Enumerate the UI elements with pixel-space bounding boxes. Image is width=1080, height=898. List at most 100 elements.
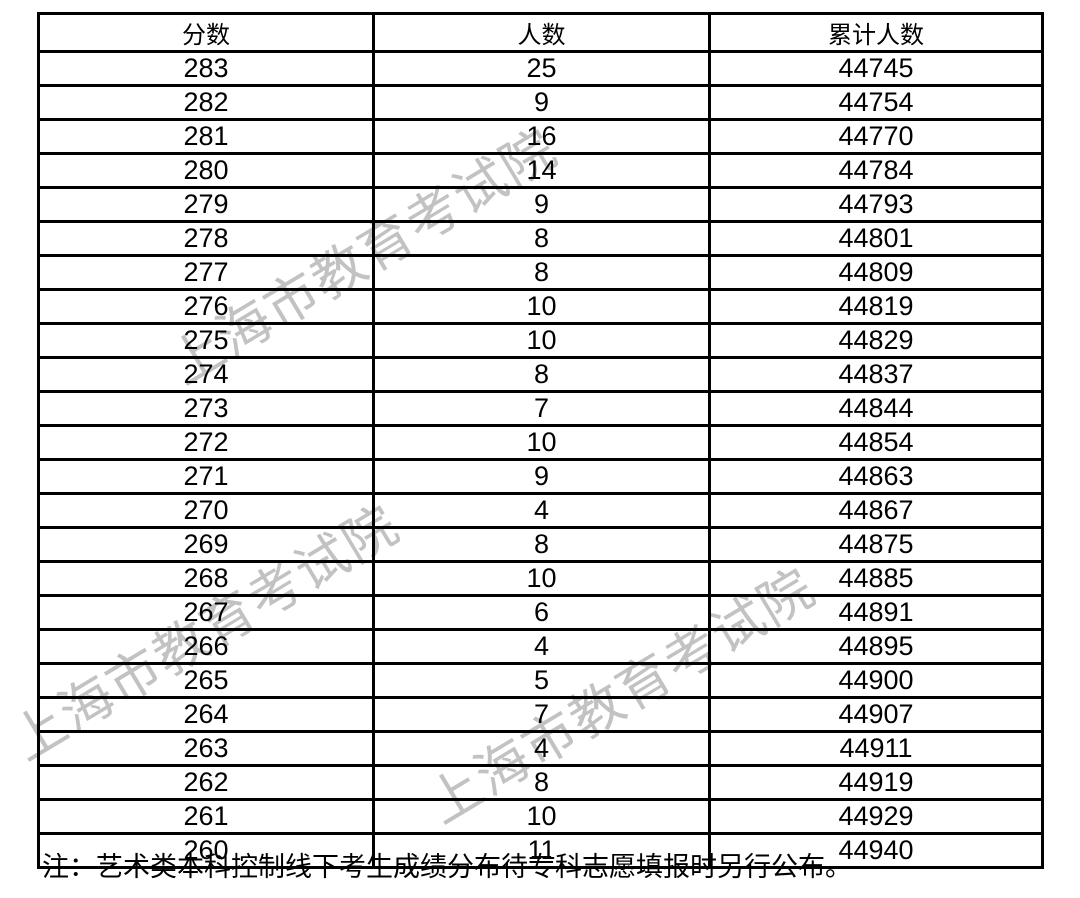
table-cell: 25 <box>372 50 711 87</box>
table-cell: 44819 <box>708 288 1044 325</box>
table-row: 272 10 44854 <box>37 424 1044 461</box>
table-cell: 8 <box>372 764 711 801</box>
table-cell: 44809 <box>708 254 1044 291</box>
table-row: 279 9 44793 <box>37 186 1044 223</box>
table-cell: 4 <box>372 628 711 665</box>
table-cell: 262 <box>37 764 375 801</box>
table-cell: 7 <box>372 390 711 427</box>
table-row: 278 8 44801 <box>37 220 1044 257</box>
table-cell: 272 <box>37 424 375 461</box>
table-cell: 44844 <box>708 390 1044 427</box>
table-cell: 44784 <box>708 152 1044 189</box>
header-score: 分数 <box>37 12 375 53</box>
header-count: 人数 <box>372 12 711 53</box>
table-cell: 266 <box>37 628 375 665</box>
table-cell: 44900 <box>708 662 1044 699</box>
table-row: 268 10 44885 <box>37 560 1044 597</box>
table-cell: 281 <box>37 118 375 155</box>
table-row: 273 7 44844 <box>37 390 1044 427</box>
table-cell: 11 <box>372 832 711 869</box>
table-row: 263 4 44911 <box>37 730 1044 767</box>
table-cell: 273 <box>37 390 375 427</box>
table-cell: 261 <box>37 798 375 835</box>
table-cell: 280 <box>37 152 375 189</box>
table-row: 266 4 44895 <box>37 628 1044 665</box>
table-cell: 44907 <box>708 696 1044 733</box>
table-row: 275 10 44829 <box>37 322 1044 359</box>
table-cell: 270 <box>37 492 375 529</box>
table-cell: 44867 <box>708 492 1044 529</box>
table-cell: 10 <box>372 288 711 325</box>
table-row: 270 4 44867 <box>37 492 1044 529</box>
table-cell: 44863 <box>708 458 1044 495</box>
table-cell: 275 <box>37 322 375 359</box>
table-cell: 283 <box>37 50 375 87</box>
header-row: 分数 人数 累计人数 <box>37 12 1044 53</box>
table-cell: 44895 <box>708 628 1044 665</box>
table-cell: 268 <box>37 560 375 597</box>
table-cell: 260 <box>37 832 375 869</box>
table-cell: 8 <box>372 356 711 393</box>
footnote: 注：艺术类本科控制线下考生成绩分布待专科志愿填报时另行公布。 <box>42 852 852 882</box>
table-cell: 9 <box>372 84 711 121</box>
table-cell: 265 <box>37 662 375 699</box>
table-cell: 282 <box>37 84 375 121</box>
table-cell: 44793 <box>708 186 1044 223</box>
table-row: 280 14 44784 <box>37 152 1044 189</box>
table-row: 269 8 44875 <box>37 526 1044 563</box>
table-cell: 44919 <box>708 764 1044 801</box>
table-cell: 44885 <box>708 560 1044 597</box>
table-cell: 276 <box>37 288 375 325</box>
table-row: 271 9 44863 <box>37 458 1044 495</box>
table-cell: 10 <box>372 560 711 597</box>
table-row: 260 11 44940 <box>37 832 1044 869</box>
table-cell: 10 <box>372 322 711 359</box>
table-body: 283 25 44745 282 9 44754 281 16 44770 280 14 44784 2… <box>37 50 1044 869</box>
table-cell: 9 <box>372 458 711 495</box>
table-row: 261 10 44929 <box>37 798 1044 835</box>
table-row: 276 10 44819 <box>37 288 1044 325</box>
table-cell: 264 <box>37 696 375 733</box>
table-row: 265 5 44900 <box>37 662 1044 699</box>
table-cell: 278 <box>37 220 375 257</box>
table-cell: 44754 <box>708 84 1044 121</box>
table-cell: 277 <box>37 254 375 291</box>
table-row: 274 8 44837 <box>37 356 1044 393</box>
table-cell: 8 <box>372 220 711 257</box>
table-row: 283 25 44745 <box>37 50 1044 87</box>
table-cell: 44911 <box>708 730 1044 767</box>
table-cell: 44875 <box>708 526 1044 563</box>
table-cell: 9 <box>372 186 711 223</box>
table-cell: 44837 <box>708 356 1044 393</box>
table-row: 264 7 44907 <box>37 696 1044 733</box>
table-cell: 14 <box>372 152 711 189</box>
table-cell: 271 <box>37 458 375 495</box>
table-cell: 269 <box>37 526 375 563</box>
table-cell: 16 <box>372 118 711 155</box>
table-cell: 8 <box>372 254 711 291</box>
table-cell: 263 <box>37 730 375 767</box>
table-cell: 10 <box>372 798 711 835</box>
table-cell: 267 <box>37 594 375 631</box>
table-row: 281 16 44770 <box>37 118 1044 155</box>
table-cell: 10 <box>372 424 711 461</box>
table-cell: 4 <box>372 730 711 767</box>
table-cell: 5 <box>372 662 711 699</box>
table-row: 267 6 44891 <box>37 594 1044 631</box>
score-distribution-table: 分数 人数 累计人数 283 25 44745 282 9 44754 281 16 44770… <box>37 12 1044 869</box>
table-cell: 44940 <box>708 832 1044 869</box>
table-row: 262 8 44919 <box>37 764 1044 801</box>
table-cell: 44801 <box>708 220 1044 257</box>
table-cell: 44891 <box>708 594 1044 631</box>
table-cell: 4 <box>372 492 711 529</box>
table-row: 282 9 44754 <box>37 84 1044 121</box>
table-cell: 6 <box>372 594 711 631</box>
table-cell: 7 <box>372 696 711 733</box>
table-row: 277 8 44809 <box>37 254 1044 291</box>
table-cell: 44770 <box>708 118 1044 155</box>
table-cell: 44745 <box>708 50 1044 87</box>
table-cell: 44929 <box>708 798 1044 835</box>
table-cell: 274 <box>37 356 375 393</box>
table-cell: 44854 <box>708 424 1044 461</box>
